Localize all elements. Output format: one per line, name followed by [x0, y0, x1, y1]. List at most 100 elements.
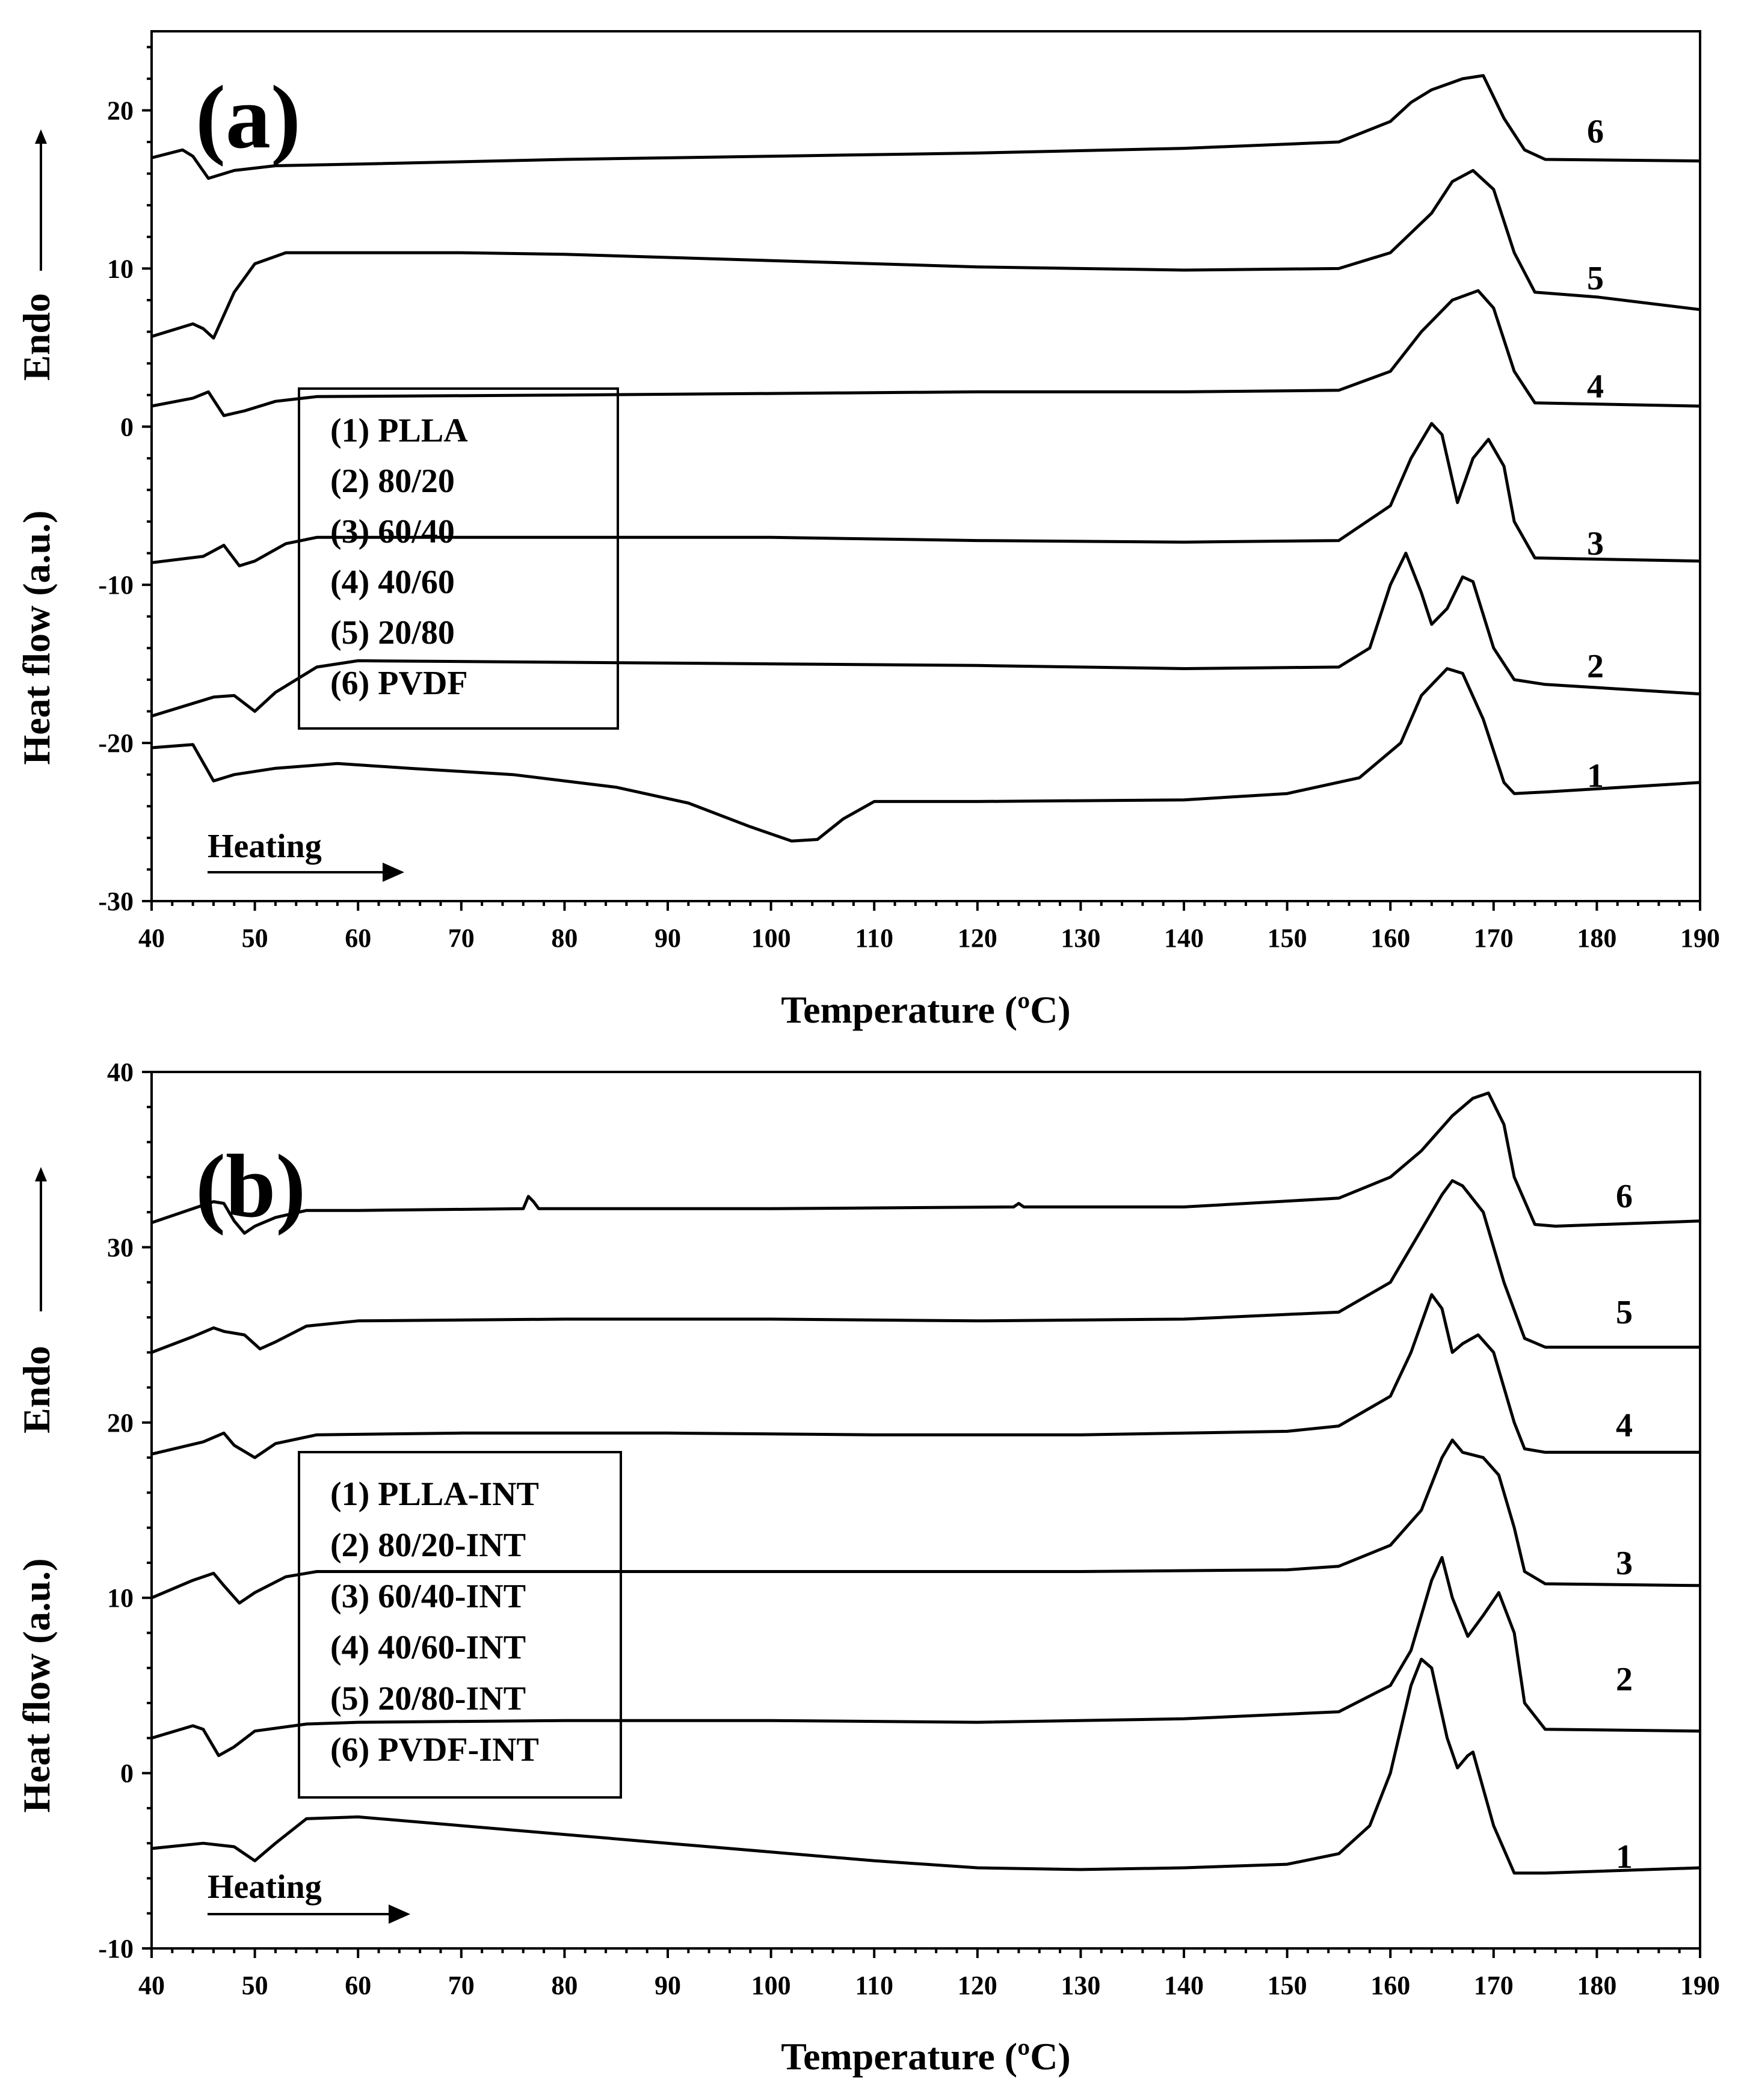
series-line-3: [151, 1438, 1701, 1605]
y-tick-label: 30: [107, 1233, 134, 1262]
series-line-2: [151, 552, 1701, 718]
series-line-1: [151, 1657, 1701, 1875]
heating-arrow-head: [383, 863, 404, 882]
x-tick-label: 170: [1474, 923, 1514, 953]
x-tick-label: 140: [1164, 923, 1204, 953]
chart-panel-b: 40 50 60 70 80 90 100 110 120 130 140 150 160 170 180 1…: [15, 1058, 1720, 2078]
series-line-2: [151, 1556, 1701, 1757]
series-label: 4: [1616, 1407, 1633, 1444]
x-tick-label: 40: [138, 1971, 165, 2000]
x-tick-label: 50: [242, 923, 268, 953]
x-tick-label: 150: [1268, 1971, 1307, 2000]
series-line-5: [151, 168, 1701, 340]
x-tick-label: 60: [345, 923, 371, 953]
x-tick-label: 70: [448, 1971, 475, 2000]
y-tick-label: -10: [98, 1934, 134, 1963]
series-label: 3: [1616, 1545, 1633, 1582]
x-tick-label: 90: [655, 923, 681, 953]
plot-frame: [150, 30, 1701, 902]
endo-arrow-head: [35, 129, 47, 144]
series-label: 3: [1587, 525, 1604, 562]
series-line-5: [151, 1179, 1700, 1354]
legend-entry: (1) PLLA: [330, 412, 468, 449]
series-label: 4: [1587, 368, 1604, 405]
legend-entry: (1) PLLA-INT: [330, 1476, 539, 1513]
series-label: 5: [1587, 260, 1604, 297]
series-label: 1: [1616, 1838, 1633, 1876]
x-tick-label: 160: [1370, 1971, 1410, 2000]
y-tick-label: 0: [120, 1759, 134, 1788]
x-tick-label: 170: [1474, 1971, 1514, 2000]
panel-label: (a): [196, 67, 301, 167]
chart-panel-a: 40 50 60 70 80 90 100 110 120 130 140 150 160 170 180 1…: [15, 30, 1720, 1031]
y-axis-title: Heat flow (a.u.): [15, 1558, 58, 1812]
heating-label: Heating: [208, 1868, 322, 1906]
x-tick-label: 70: [448, 923, 475, 953]
y-tick-label: 20: [107, 1408, 134, 1438]
x-tick-label: 110: [855, 1971, 893, 2000]
panel-label: (b): [196, 1136, 306, 1236]
legend-entry: (4) 40/60: [330, 564, 455, 601]
x-tick-label: 90: [655, 1971, 681, 2000]
legend-entry: (2) 80/20-INT: [330, 1527, 526, 1564]
x-tick-label: 80: [551, 1971, 578, 2000]
x-tick-label: 50: [242, 1971, 268, 2000]
series-line-3: [151, 422, 1701, 568]
series-label: 1: [1587, 757, 1604, 795]
y-tick-label: 10: [107, 1583, 134, 1613]
x-tick-label: 160: [1370, 923, 1410, 953]
legend-entry: (4) 40/60-INT: [330, 1629, 526, 1666]
y-tick-label: 0: [120, 412, 134, 442]
x-axis-title: Temperature (ºC): [781, 2035, 1070, 2078]
series-line-6: [151, 1091, 1701, 1235]
endo-label: Endo: [15, 1346, 58, 1433]
y-axis-title: Heat flow (a.u.): [15, 510, 58, 765]
plot-frame: [150, 1071, 1701, 1950]
series-label: 2: [1616, 1661, 1633, 1698]
x-tick-label: 120: [958, 923, 997, 953]
x-tick-label: 130: [1061, 923, 1100, 953]
x-tick-label: 100: [751, 1971, 791, 2000]
x-tick-label: 130: [1061, 1971, 1100, 2000]
x-tick-label: 110: [855, 923, 893, 953]
legend-entry: (3) 60/40-INT: [330, 1578, 526, 1615]
x-tick-label: 60: [345, 1971, 371, 2000]
endo-arrow-head: [35, 1167, 47, 1181]
series-line-1: [151, 667, 1701, 843]
series-line-6: [151, 74, 1701, 180]
series-line-4: [151, 1293, 1700, 1459]
x-tick-label: 140: [1164, 1971, 1204, 2000]
legend-entry: (5) 20/80-INT: [330, 1680, 526, 1717]
series-label: 6: [1616, 1178, 1633, 1215]
x-tick-label: 180: [1577, 923, 1616, 953]
legend-box: [298, 387, 619, 730]
x-tick-label: 100: [751, 923, 791, 953]
heating-label: Heating: [208, 828, 322, 865]
legend-entry: (3) 60/40: [330, 513, 455, 550]
x-tick-label: 190: [1680, 923, 1720, 953]
series-label: 5: [1616, 1294, 1633, 1331]
heating-arrow-head: [389, 1904, 410, 1924]
x-tick-label: 120: [958, 1971, 997, 2000]
legend-entry: (5) 20/80: [330, 614, 455, 651]
legend-entry: (2) 80/20: [330, 463, 455, 500]
series-label: 6: [1587, 113, 1604, 150]
series-line-4: [151, 289, 1701, 417]
x-tick-label: 180: [1577, 1971, 1616, 2000]
y-tick-label: 40: [107, 1058, 134, 1087]
legend-entry: (6) PVDF-INT: [330, 1731, 539, 1769]
x-tick-label: 80: [551, 923, 578, 953]
x-axis-title: Temperature (ºC): [781, 988, 1070, 1031]
y-tick-label: 20: [107, 96, 134, 125]
series-label: 2: [1587, 648, 1604, 685]
y-tick-label: -20: [98, 728, 134, 758]
x-tick-label: 150: [1268, 923, 1307, 953]
legend-entry: (6) PVDF: [330, 665, 468, 702]
x-tick-label: 40: [138, 923, 165, 953]
legend-box: [298, 1451, 622, 1799]
y-tick-label: -30: [98, 887, 134, 916]
y-tick-label: -10: [98, 570, 134, 600]
y-tick-label: 10: [107, 254, 134, 283]
x-tick-label: 190: [1680, 1971, 1720, 2000]
endo-label: Endo: [15, 293, 58, 381]
